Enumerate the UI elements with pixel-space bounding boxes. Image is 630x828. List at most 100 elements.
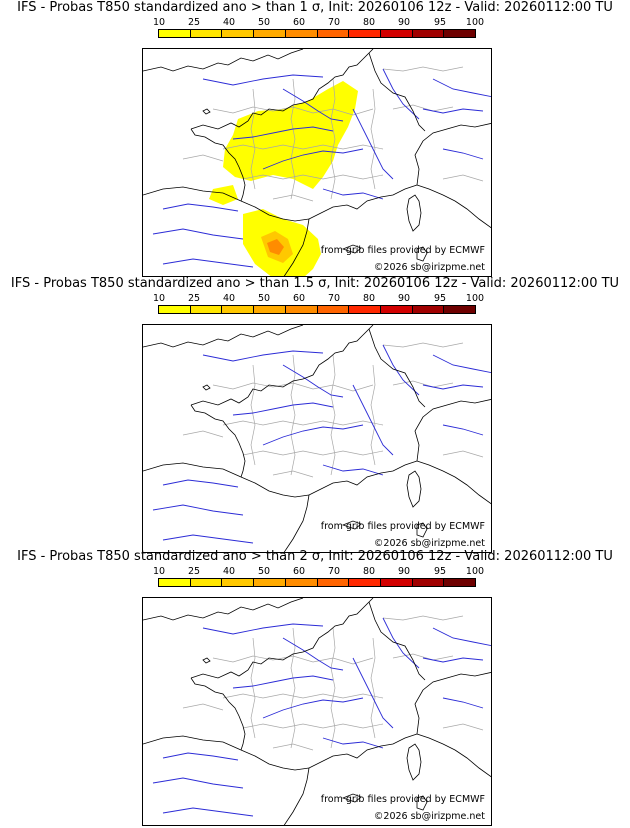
coastline bbox=[406, 470, 422, 508]
coastline bbox=[190, 325, 374, 406]
probability-area bbox=[223, 81, 358, 189]
colorbar-tick-label: 25 bbox=[187, 566, 201, 577]
colorbar-tick-label: 100 bbox=[465, 293, 485, 304]
river bbox=[322, 188, 384, 200]
colorbar-tick-label: 95 bbox=[433, 293, 447, 304]
colorbar-swatch bbox=[222, 306, 255, 313]
coastline bbox=[143, 462, 242, 478]
coastline bbox=[202, 384, 211, 391]
river bbox=[442, 148, 484, 160]
source-credit: from grib files provided by ECMWF bbox=[320, 245, 485, 256]
river bbox=[162, 203, 239, 212]
probability-area bbox=[267, 239, 284, 255]
department-boundary bbox=[290, 78, 296, 200]
colorbar-swatch bbox=[159, 579, 191, 586]
coastline bbox=[341, 520, 362, 530]
colorbar-swatch bbox=[444, 579, 476, 586]
copyright-credit: ©2026 sb@irizpme.net bbox=[373, 811, 485, 822]
river bbox=[232, 402, 334, 416]
river bbox=[352, 384, 394, 456]
colorbar bbox=[158, 29, 476, 38]
copyright-credit: ©2026 sb@irizpme.net bbox=[373, 538, 485, 549]
river bbox=[162, 479, 239, 488]
coastline bbox=[202, 108, 211, 115]
coastline bbox=[368, 601, 426, 681]
colorbar-labels: 10 25 40 50 60 70 80 90 95 100 bbox=[142, 567, 492, 577]
department-boundary bbox=[242, 723, 384, 729]
colorbar-tick-label: 70 bbox=[327, 293, 341, 304]
river bbox=[432, 354, 491, 374]
colorbar-labels: 10 25 40 50 60 70 80 90 95 100 bbox=[142, 18, 492, 28]
colorbar-swatch bbox=[285, 30, 318, 37]
river bbox=[422, 108, 484, 114]
river bbox=[352, 657, 394, 729]
coastline bbox=[283, 494, 310, 552]
department-boundary bbox=[250, 637, 256, 739]
department-boundary bbox=[370, 364, 376, 466]
river bbox=[282, 637, 344, 671]
map-frame: from grib files provided by ECMWF ©2026 … bbox=[142, 597, 492, 826]
coastline bbox=[416, 184, 491, 229]
colorbar-swatch bbox=[380, 30, 413, 37]
coastline bbox=[416, 460, 491, 505]
coastline bbox=[240, 200, 310, 222]
colorbar-tick-label: 25 bbox=[187, 293, 201, 304]
colorbar-swatch bbox=[159, 306, 191, 313]
coastline bbox=[190, 128, 246, 202]
colorbar-tick-label: 40 bbox=[222, 17, 236, 28]
colorbar-tick-label: 80 bbox=[362, 17, 376, 28]
coastline bbox=[190, 49, 374, 130]
colorbar-swatch bbox=[444, 30, 476, 37]
river bbox=[232, 675, 334, 689]
colorbar-swatch bbox=[285, 579, 318, 586]
colorbar-swatch bbox=[349, 30, 381, 37]
department-boundary bbox=[290, 354, 296, 476]
river bbox=[152, 504, 244, 516]
colorbar-tick-label: 50 bbox=[257, 293, 271, 304]
colorbar-tick-label: 50 bbox=[257, 566, 271, 577]
colorbar-tick-label: 25 bbox=[187, 17, 201, 28]
river bbox=[422, 657, 484, 663]
coastline bbox=[283, 767, 310, 825]
department-boundary bbox=[222, 144, 384, 150]
department-boundary bbox=[222, 420, 384, 426]
river bbox=[322, 464, 384, 476]
department-boundary bbox=[442, 450, 484, 458]
colorbar-swatch bbox=[222, 579, 255, 586]
coastline bbox=[416, 733, 491, 778]
river bbox=[382, 68, 420, 120]
colorbar-tick-label: 100 bbox=[465, 566, 485, 577]
department-boundary bbox=[442, 174, 484, 182]
coastline bbox=[368, 52, 426, 132]
river bbox=[442, 424, 484, 436]
river bbox=[162, 258, 254, 268]
colorbar-swatch bbox=[254, 306, 286, 313]
coastline bbox=[202, 657, 211, 664]
probability-area bbox=[209, 185, 238, 205]
coastline bbox=[308, 460, 418, 496]
department-boundary bbox=[330, 354, 336, 476]
department-boundary bbox=[212, 106, 374, 116]
colorbar-swatch bbox=[159, 30, 191, 37]
river bbox=[202, 623, 324, 635]
colorbar-tick-label: 80 bbox=[362, 566, 376, 577]
colorbar-swatch bbox=[190, 306, 223, 313]
panel-1: IFS - Probas T850 standardized ano > tha… bbox=[0, 0, 630, 277]
department-boundary bbox=[212, 382, 374, 392]
coastline bbox=[190, 404, 246, 478]
river bbox=[282, 88, 344, 122]
department-boundary bbox=[222, 693, 384, 699]
department-boundary bbox=[212, 655, 374, 665]
copyright-credit: ©2026 sb@irizpme.net bbox=[373, 262, 485, 273]
colorbar-tick-label: 90 bbox=[397, 17, 411, 28]
map-canvas bbox=[143, 598, 491, 825]
river bbox=[152, 777, 244, 789]
coastline bbox=[416, 522, 428, 538]
coastline bbox=[240, 476, 310, 498]
colorbar-tick-label: 10 bbox=[152, 17, 166, 28]
department-boundary bbox=[392, 380, 454, 388]
colorbar-swatch bbox=[222, 30, 255, 37]
colorbar-swatch bbox=[190, 579, 223, 586]
colorbar-tick-label: 50 bbox=[257, 17, 271, 28]
colorbar-tick-label: 70 bbox=[327, 566, 341, 577]
